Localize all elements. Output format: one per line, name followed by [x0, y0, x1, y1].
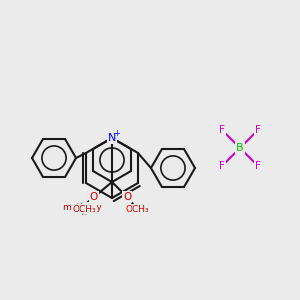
Text: methoxy: methoxy	[80, 207, 86, 208]
Text: O: O	[90, 192, 98, 202]
Text: F: F	[255, 125, 261, 135]
Text: O: O	[90, 192, 98, 202]
Text: F: F	[219, 161, 225, 171]
Text: +: +	[114, 128, 120, 137]
Text: N: N	[108, 133, 116, 143]
Text: methyl: methyl	[82, 208, 86, 210]
Text: methoxy: methoxy	[82, 214, 88, 215]
Text: ⁻: ⁻	[246, 135, 250, 144]
Text: methoxy: methoxy	[62, 202, 102, 211]
Text: O: O	[123, 192, 131, 202]
Text: OCH₃: OCH₃	[125, 205, 149, 214]
Text: F: F	[219, 125, 225, 135]
Text: B: B	[236, 143, 244, 153]
Text: OCH₃: OCH₃	[72, 205, 96, 214]
Text: F: F	[255, 161, 261, 171]
